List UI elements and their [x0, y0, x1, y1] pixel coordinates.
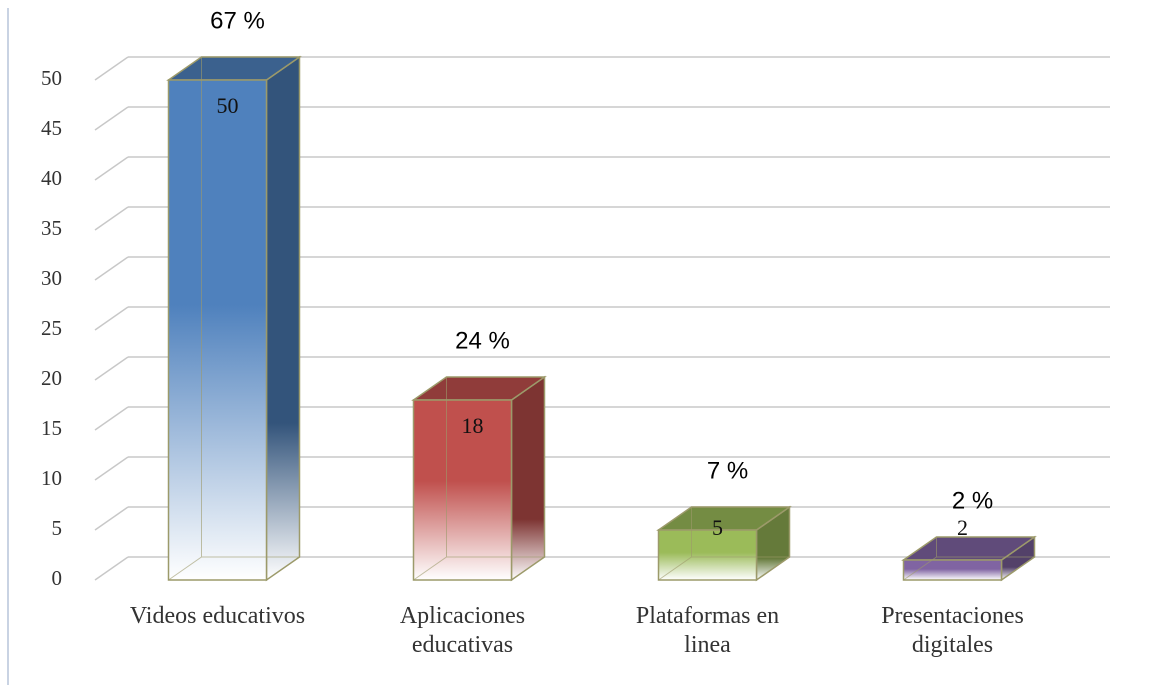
x-tick-label: Aplicaciones educativas [399, 603, 526, 658]
bar [411, 375, 547, 582]
bar [901, 535, 1037, 582]
value-label: 5 [712, 515, 723, 540]
y-tick-label: 45 [41, 116, 62, 140]
value-label: 2 [957, 515, 968, 540]
grid-depth-line [94, 456, 129, 481]
y-tick-label: 0 [52, 566, 63, 590]
y-tick-label: 50 [41, 66, 62, 90]
bar-front [657, 529, 758, 581]
percent-label: 67 % [210, 7, 265, 34]
value-label: 18 [462, 413, 484, 438]
bar-front [902, 559, 1003, 581]
x-tick-label: Plataformas en linea [635, 603, 780, 658]
y-tick-label: 5 [52, 516, 63, 540]
y-tick-label: 20 [41, 366, 62, 390]
bar-side [510, 375, 546, 582]
bar-back-edges [658, 507, 790, 581]
y-tick-label: 30 [41, 266, 62, 290]
grid-depth-line [94, 306, 129, 331]
grid-depth-line [94, 356, 129, 381]
y-tick-label: 25 [41, 316, 62, 340]
y-tick-label: 35 [41, 216, 62, 240]
grid-depth-line [94, 106, 129, 131]
grid-depth-line [94, 506, 129, 531]
y-tick-label: 10 [41, 466, 62, 490]
bar-front [412, 399, 513, 581]
grid-depth-line [94, 56, 129, 81]
bar [166, 55, 302, 582]
grid-depth-line [94, 156, 129, 181]
grid-depth-line [94, 256, 129, 281]
y-tick-label: 40 [41, 166, 62, 190]
x-tick-label: Videos educativos [129, 603, 306, 629]
bar-back-edges [168, 57, 300, 581]
percent-label: 24 % [455, 327, 510, 354]
percent-label: 7 % [707, 457, 748, 484]
x-tick-label: Presentaciones digitales [881, 603, 1024, 658]
bar-side [265, 55, 301, 582]
bar-front [167, 79, 268, 581]
grid-depth-line [94, 206, 129, 231]
grid-depth-line [94, 556, 129, 581]
percent-label: 2 % [952, 487, 993, 514]
bar [656, 505, 792, 582]
bar-back-edges [903, 537, 1035, 581]
bar-back-edges [413, 377, 545, 581]
y-tick-label: 15 [41, 416, 62, 440]
grid-depth-line [94, 406, 129, 431]
value-label: 50 [217, 93, 239, 118]
